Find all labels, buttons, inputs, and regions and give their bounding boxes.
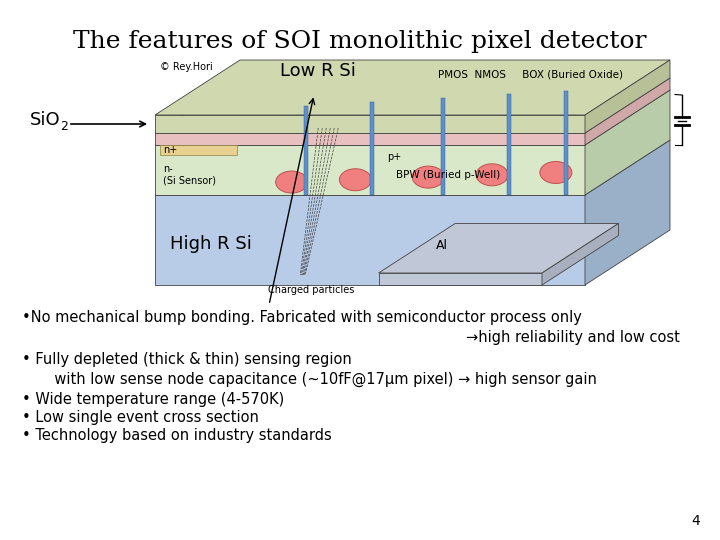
Text: PMOS  NMOS     BOX (Buried Oxide): PMOS NMOS BOX (Buried Oxide) — [438, 70, 624, 79]
Polygon shape — [585, 140, 670, 285]
Text: 2: 2 — [60, 119, 68, 132]
Polygon shape — [585, 60, 670, 133]
Ellipse shape — [276, 171, 307, 193]
Text: Charged particles: Charged particles — [268, 285, 354, 295]
Bar — [155, 115, 585, 133]
Text: Low R Si: Low R Si — [279, 62, 356, 79]
Polygon shape — [155, 78, 670, 133]
Polygon shape — [155, 90, 670, 145]
Ellipse shape — [540, 161, 572, 184]
Text: • Wide temperature range (4-570K): • Wide temperature range (4-570K) — [22, 392, 284, 407]
Bar — [379, 273, 542, 285]
Polygon shape — [585, 90, 670, 195]
Text: © Rey.Hori: © Rey.Hori — [160, 62, 212, 71]
Text: →high reliability and low cost: →high reliability and low cost — [466, 330, 680, 345]
Ellipse shape — [339, 168, 372, 191]
Text: • Fully depleted (thick & thin) sensing region: • Fully depleted (thick & thin) sensing … — [22, 352, 352, 367]
Bar — [155, 133, 585, 145]
Bar — [370, 103, 374, 195]
Bar — [508, 94, 511, 195]
Bar — [564, 91, 568, 195]
Text: n+: n+ — [163, 145, 177, 155]
Text: •No mechanical bump bonding. Fabricated with semiconductor process only: •No mechanical bump bonding. Fabricated … — [22, 310, 582, 325]
Polygon shape — [155, 60, 670, 115]
Bar — [441, 98, 445, 195]
Text: • Low single event cross section: • Low single event cross section — [22, 410, 259, 425]
Text: n-
(Si Sensor): n- (Si Sensor) — [163, 164, 216, 186]
Ellipse shape — [413, 166, 444, 188]
Text: SiO: SiO — [30, 111, 60, 129]
Text: with low sense node capacitance (~10fF@17μm pixel) → high sensor gain: with low sense node capacitance (~10fF@1… — [22, 372, 597, 387]
Polygon shape — [155, 140, 670, 195]
Text: Al: Al — [436, 239, 448, 252]
Text: High R Si: High R Si — [170, 235, 252, 253]
Bar — [160, 145, 238, 155]
Bar — [155, 195, 585, 285]
Polygon shape — [542, 224, 618, 285]
Bar — [305, 106, 308, 195]
Text: BPW (Buried p-Well): BPW (Buried p-Well) — [395, 170, 500, 179]
Text: • Technology based on industry standards: • Technology based on industry standards — [22, 428, 332, 443]
Polygon shape — [379, 224, 618, 273]
Text: p+: p+ — [387, 152, 401, 162]
Text: 4: 4 — [691, 514, 700, 528]
Bar — [155, 145, 585, 195]
Text: The features of SOI monolithic pixel detector: The features of SOI monolithic pixel det… — [73, 30, 647, 53]
Polygon shape — [585, 78, 670, 145]
Ellipse shape — [476, 164, 508, 186]
